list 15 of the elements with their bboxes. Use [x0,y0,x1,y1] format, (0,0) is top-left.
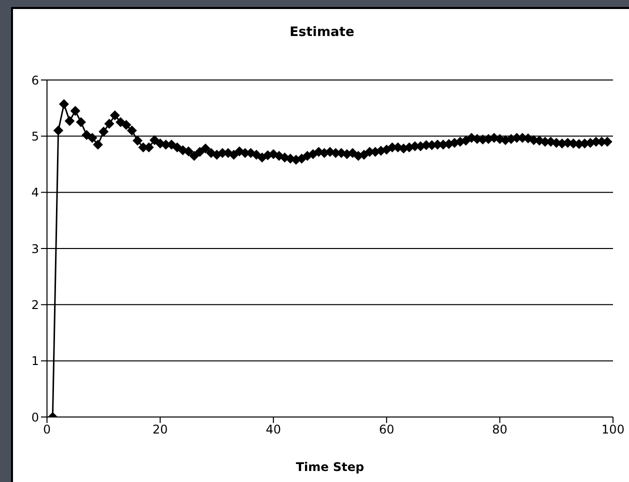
x-tick-label: 40 [266,422,282,437]
x-tick-label: 80 [492,422,508,437]
x-tick-label: 100 [602,422,624,437]
y-tick-label: 2 [31,298,39,312]
y-tick-label: 1 [31,354,39,368]
y-tick-label: 3 [31,242,39,256]
y-tick-label: 0 [31,410,39,424]
y-tick-label: 6 [31,73,39,88]
x-axis-title: Time Step [296,460,365,474]
chart-title: Estimate [288,25,356,40]
y-tick-label: 5 [31,129,39,144]
x-tick-label: 60 [378,422,394,437]
y-tick-label: 4 [31,186,39,200]
x-tick-label: 20 [152,422,168,437]
x-tick-label: 0 [43,422,51,437]
